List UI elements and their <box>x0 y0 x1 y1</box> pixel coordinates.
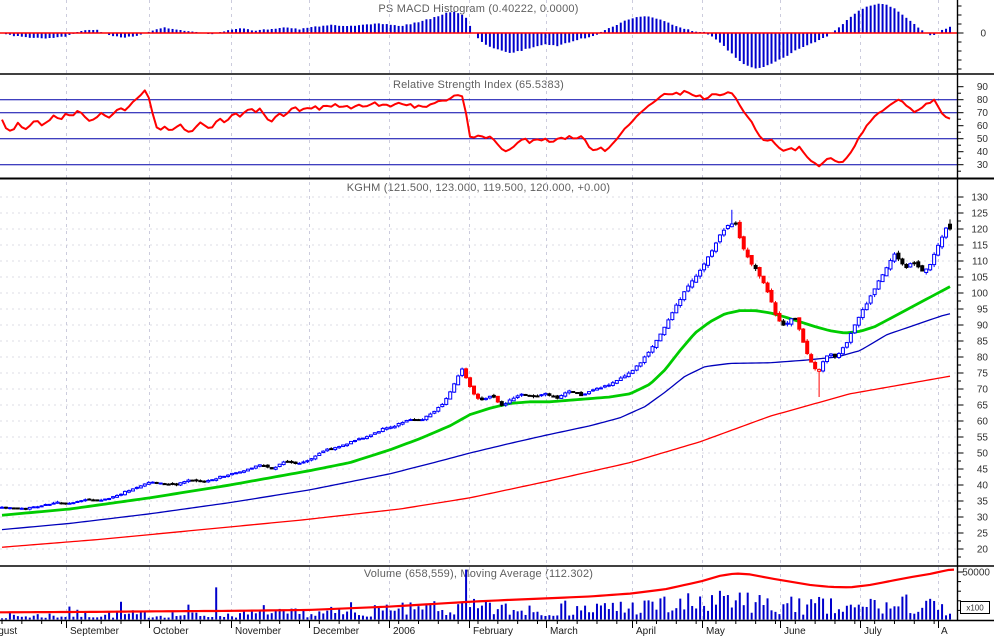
svg-text:May: May <box>706 626 725 637</box>
svg-text:October: October <box>153 626 189 637</box>
svg-text:80: 80 <box>977 353 989 364</box>
svg-text:20: 20 <box>977 545 989 556</box>
svg-text:120: 120 <box>971 225 988 236</box>
svg-text:65: 65 <box>977 401 989 412</box>
svg-text:September: September <box>70 626 120 637</box>
svg-text:80: 80 <box>977 95 989 106</box>
svg-text:June: June <box>784 626 806 637</box>
svg-text:December: December <box>313 626 360 637</box>
svg-text:70: 70 <box>977 385 989 396</box>
svg-text:130: 130 <box>971 193 988 204</box>
svg-text:125: 125 <box>971 209 988 220</box>
svg-text:August: August <box>0 626 17 637</box>
svg-text:60: 60 <box>977 121 989 132</box>
svg-text:95: 95 <box>977 305 989 316</box>
svg-text:105: 105 <box>971 273 988 284</box>
svg-text:40: 40 <box>977 481 989 492</box>
svg-text:50000: 50000 <box>962 568 990 579</box>
svg-text:30: 30 <box>977 160 989 171</box>
svg-text:November: November <box>235 626 282 637</box>
svg-text:115: 115 <box>972 241 988 252</box>
svg-text:60: 60 <box>977 417 989 428</box>
svg-text:0: 0 <box>980 29 986 40</box>
svg-text:90: 90 <box>977 321 989 332</box>
svg-text:July: July <box>864 626 882 637</box>
svg-text:25: 25 <box>977 529 989 540</box>
svg-text:90: 90 <box>977 82 989 93</box>
svg-text:March: March <box>550 626 578 637</box>
svg-text:40: 40 <box>977 147 989 158</box>
svg-text:100: 100 <box>971 289 988 300</box>
svg-text:30: 30 <box>977 513 989 524</box>
svg-text:x100: x100 <box>966 604 984 613</box>
svg-text:April: April <box>636 626 656 637</box>
svg-text:50: 50 <box>977 449 989 460</box>
svg-text:2006: 2006 <box>393 626 416 637</box>
svg-text:110: 110 <box>972 257 988 268</box>
svg-text:70: 70 <box>977 108 989 119</box>
svg-text:75: 75 <box>977 369 989 380</box>
svg-text:50: 50 <box>977 134 989 145</box>
svg-text:85: 85 <box>977 337 989 348</box>
svg-text:August: August <box>941 626 972 637</box>
svg-text:45: 45 <box>977 465 989 476</box>
svg-text:February: February <box>473 626 513 637</box>
svg-text:55: 55 <box>977 433 989 444</box>
svg-text:35: 35 <box>977 497 989 508</box>
